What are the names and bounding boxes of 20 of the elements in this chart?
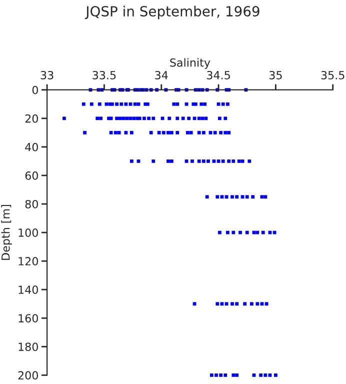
y-tick-label: 120	[18, 257, 38, 266]
y-tick-label: 0	[32, 86, 38, 94]
x-tick-label: 33	[40, 70, 54, 80]
y-tick-label: 60	[25, 171, 38, 180]
y-tick-label: 40	[25, 142, 38, 152]
y-tick-label: 200	[18, 371, 38, 380]
y-axis-title: Depth [m]	[1, 205, 12, 260]
y-tick-label: 80	[25, 200, 38, 208]
x-tick-label: 35	[269, 70, 282, 80]
y-tick-label: 20	[25, 114, 38, 123]
y-tick-label: 140	[18, 286, 38, 294]
chart-title: JQSP in September, 1969	[84, 6, 260, 20]
x-tick-label: 34	[155, 70, 168, 80]
y-tick-label: 160	[18, 314, 38, 322]
y-tick-label: 180	[18, 342, 38, 352]
x-tick-label: 33.5	[92, 70, 116, 80]
y-tick-label: 100	[18, 228, 38, 237]
x-tick-label: 35.5	[321, 70, 344, 80]
x-tick-label: 34.5	[207, 70, 230, 80]
x-axis-title: Salinity	[170, 58, 210, 69]
